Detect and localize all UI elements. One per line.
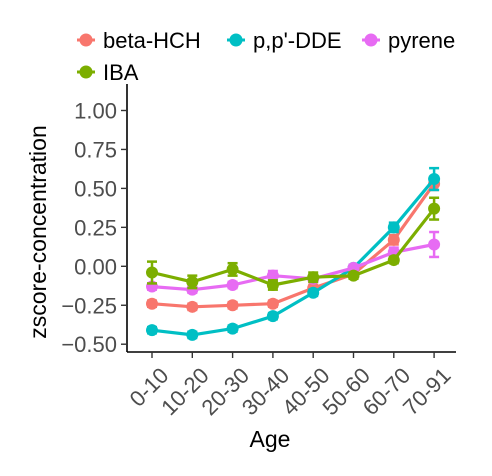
data-point (146, 297, 158, 310)
series-layer (146, 166, 441, 341)
series-line (151, 242, 435, 292)
legend-label: pyrene (388, 28, 455, 53)
series-line (151, 177, 436, 337)
series-iba (146, 196, 441, 291)
data-point (186, 328, 199, 341)
legend-key-point (229, 33, 243, 47)
y-tick-label: 0.50 (74, 176, 117, 201)
data-point (186, 275, 199, 288)
legend-label: IBA (103, 60, 139, 85)
legend-key-point (79, 33, 93, 47)
legend-key-point (79, 65, 93, 79)
y-tick-label: 0.75 (74, 137, 117, 162)
series-line (151, 207, 436, 287)
legend-label: beta-HCH (103, 28, 201, 53)
y-tick-label: 1.00 (74, 98, 117, 123)
legend-item-iba: IBA (77, 60, 139, 85)
legend-label: p,p'-DDE (253, 28, 342, 53)
legend: beta-HCH p,p'-DDE pyrene IBA (77, 28, 455, 85)
legend-item-pyrene: pyrene (362, 28, 455, 53)
legend-item-beta-hch: beta-HCH (77, 28, 201, 53)
y-tick-label: 0.00 (74, 254, 117, 279)
data-point (307, 271, 320, 284)
data-point (387, 254, 400, 267)
data-point (226, 322, 239, 335)
data-point (226, 263, 239, 276)
y-tick-label: −0.50 (61, 332, 117, 357)
data-point (266, 310, 279, 323)
data-point (387, 221, 400, 234)
data-point (428, 202, 441, 215)
data-point (307, 286, 320, 299)
data-point (266, 279, 279, 291)
data-point (428, 238, 441, 251)
legend-key-point (364, 33, 378, 47)
data-point (186, 300, 199, 313)
y-axis-title: zscore-concentration (25, 125, 51, 339)
x-axis-title: Age (250, 426, 291, 452)
data-point (428, 173, 441, 186)
data-point (347, 269, 360, 282)
data-point (266, 297, 279, 310)
y-tick-label: 0.25 (74, 215, 117, 240)
series-line (151, 182, 436, 309)
data-point (387, 233, 400, 246)
legend-item-p-p-dde: p,p'-DDE (227, 28, 342, 53)
data-point (226, 299, 239, 312)
data-point (146, 324, 158, 337)
y-tick-label: −0.25 (61, 293, 117, 318)
x-tick-label: 70-91 (398, 363, 455, 420)
data-point (266, 269, 279, 282)
data-point (146, 266, 158, 279)
data-point (226, 279, 239, 291)
